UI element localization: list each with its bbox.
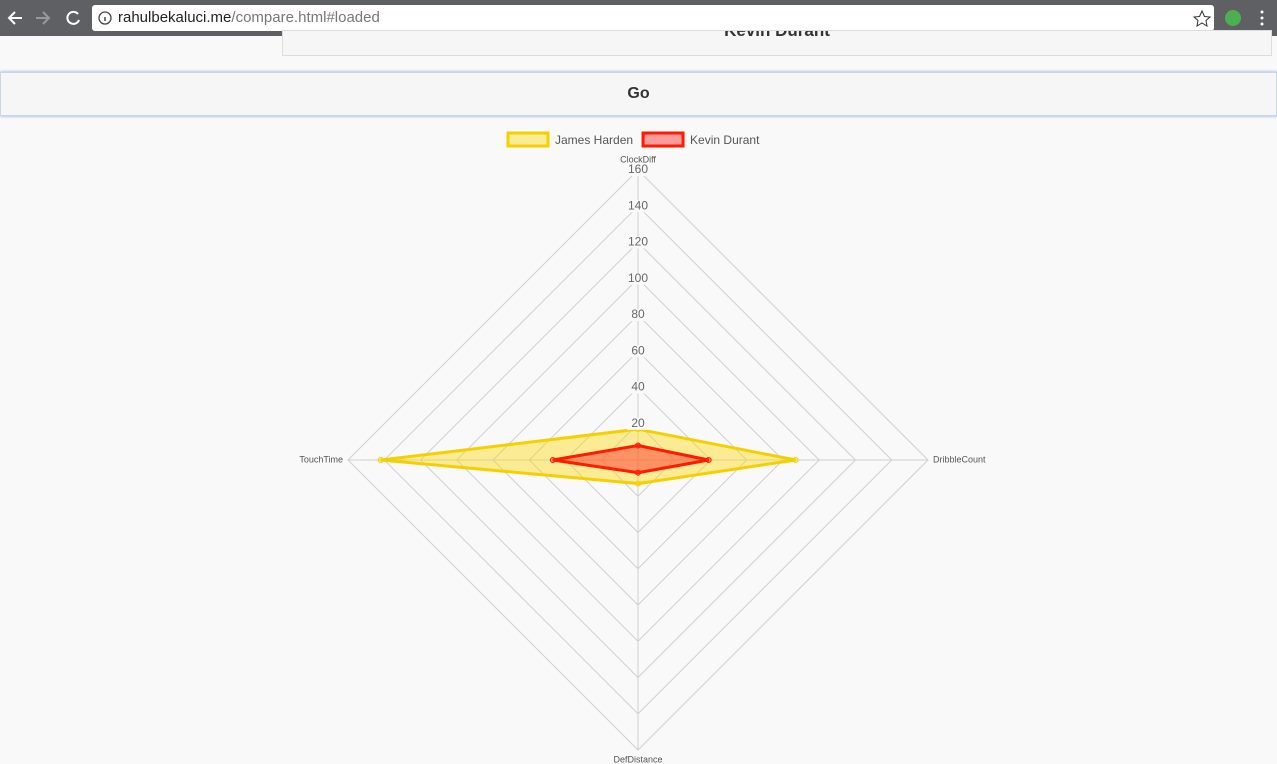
data-point <box>635 480 641 487</box>
tick-label: 160 <box>628 162 648 176</box>
reload-button[interactable] <box>66 10 80 25</box>
axis-label: TouchTime <box>299 454 343 464</box>
data-point <box>377 457 384 463</box>
url-path: /compare.html#loaded <box>231 9 380 26</box>
tick-label: 100 <box>628 271 648 285</box>
tick-backdrop <box>627 200 649 213</box>
series-area <box>552 443 709 475</box>
legend-label: James Harden <box>555 133 633 147</box>
tick-label: 40 <box>631 380 645 394</box>
axis-label: ClockDiff <box>620 154 656 164</box>
tick-label: 140 <box>628 198 648 212</box>
data-point <box>792 457 799 463</box>
player-select-text: Kevin Durant <box>724 30 830 40</box>
browser-toolbar: rahulbekaluci.me/compare.html#loaded <box>0 0 1277 36</box>
data-point <box>705 457 712 463</box>
back-button[interactable] <box>7 11 22 25</box>
tick-label: 120 <box>628 235 648 249</box>
axis-label: DefDistance <box>613 754 662 764</box>
tick-label: 60 <box>631 343 645 357</box>
forward-button[interactable] <box>36 11 51 25</box>
go-button[interactable]: Go <box>0 72 1277 116</box>
data-point <box>635 469 641 476</box>
axis-label: DribbleCount <box>933 454 986 464</box>
series-area <box>380 427 796 486</box>
legend-swatch <box>641 131 685 148</box>
info-icon <box>98 11 112 25</box>
tick-backdrop <box>627 236 649 249</box>
tick-backdrop <box>627 381 649 394</box>
data-point <box>549 457 556 463</box>
tick-backdrop <box>627 164 649 176</box>
tick-backdrop <box>627 309 649 321</box>
nav-buttons <box>7 10 80 25</box>
tick-backdrop <box>627 417 649 430</box>
legend-label: Kevin Durant <box>690 133 760 147</box>
data-point <box>635 442 641 449</box>
tick-backdrop <box>627 345 649 358</box>
tick-label: 20 <box>631 416 645 430</box>
url-host: rahulbekaluci.me <box>118 9 232 26</box>
tick-backdrop <box>627 272 649 285</box>
player-select[interactable]: Kevin Durant <box>282 30 1272 56</box>
address-bar[interactable]: rahulbekaluci.me/compare.html#loaded <box>92 5 1214 31</box>
tick-label: 80 <box>631 307 645 321</box>
legend-swatch <box>506 131 550 148</box>
